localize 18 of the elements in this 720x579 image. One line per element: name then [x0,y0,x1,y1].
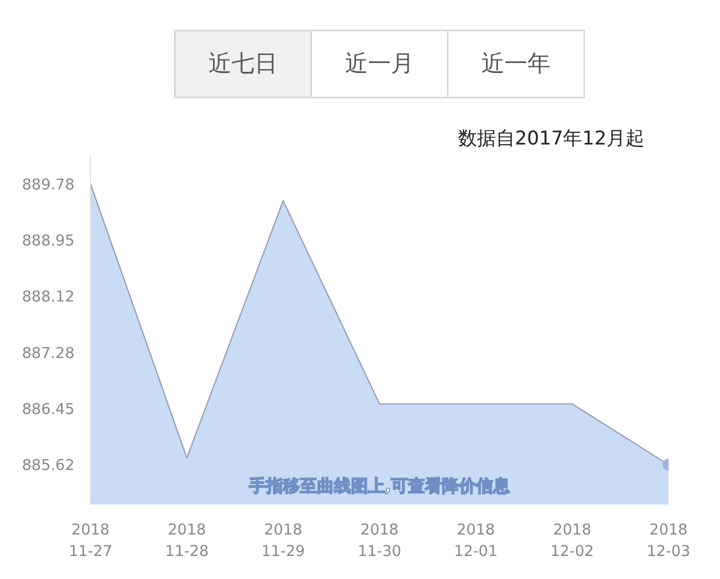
x-tick-label: 2018 11-27 [68,520,112,560]
y-tick-label: 889.78 [22,175,75,194]
y-tick-label: 888.95 [22,231,75,250]
y-tick-label: 885.62 [22,456,75,474]
x-tick-label: 2018 11-28 [165,520,209,560]
x-tick-label: 2018 11-30 [358,520,402,560]
x-tick-label: 2018 12-01 [454,520,498,560]
text: 近七日 [208,51,278,77]
y-tick-label: 887.28 [22,344,75,362]
x-tick-label: 2018 12-02 [550,520,594,560]
x-tick-label: 2018 12-03 [646,520,690,560]
annotation: 手指移至曲线图上,可查看降价信息 [248,476,510,496]
text: 近一月 [345,51,414,77]
x-tick-label: 2018 11-29 [261,520,305,560]
y-tick-label: 888.12 [22,287,75,306]
text: 近一年 [481,51,550,77]
chart-subtitle: 数据自2017年12月起 [458,128,644,150]
y-tick-label: 886.45 [22,400,75,418]
